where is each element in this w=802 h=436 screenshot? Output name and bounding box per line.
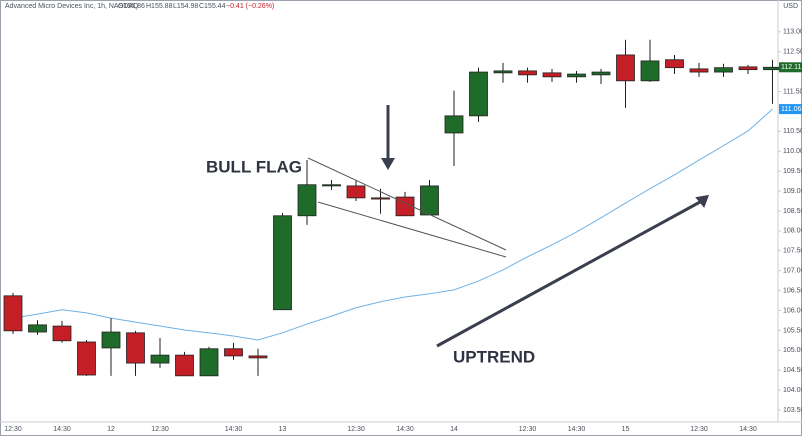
flag-line (317, 201, 507, 258)
annotation: BULL FLAG (206, 157, 302, 176)
arrow-head (381, 158, 395, 170)
candle-body (77, 341, 96, 376)
candle-body (346, 185, 366, 199)
x-tick-label: 12:30 (690, 426, 708, 433)
candle-body (126, 332, 145, 364)
x-tick-label: 12:30 (519, 426, 537, 433)
x-tick-label: 12:30 (4, 426, 22, 433)
y-tick-label: 108.00 (783, 228, 802, 235)
candle-body (371, 197, 390, 200)
candle-body (395, 196, 415, 217)
candle-body (101, 331, 121, 349)
y-tick-label: 105.00 (783, 347, 802, 354)
x-tick-label: 14:30 (53, 426, 71, 433)
candle-body (518, 70, 537, 76)
ohlc-close: C155.44 (199, 3, 226, 10)
candle-body (444, 115, 464, 134)
candle-body (224, 348, 243, 357)
x-tick-label: 12 (107, 426, 115, 433)
x-tick-label: 14:30 (396, 426, 414, 433)
candle-body (738, 66, 758, 71)
x-tick-label: 14:30 (225, 426, 243, 433)
arrow (436, 200, 701, 348)
candle-body (542, 72, 562, 78)
x-tick-label: 12:30 (347, 426, 365, 433)
y-tick-label: 108.50 (783, 208, 802, 215)
price-tag (779, 62, 802, 73)
candle-body (199, 348, 219, 377)
price-tag (779, 104, 802, 115)
candle-body (322, 184, 341, 187)
candle-body (469, 71, 488, 117)
candle-body (640, 60, 660, 82)
y-tick-label: 110.50 (783, 128, 802, 135)
candle-body (689, 68, 709, 73)
candle-body (28, 324, 47, 333)
candle-body (493, 70, 513, 74)
candle-body (297, 184, 317, 217)
moving-average (12, 108, 773, 341)
candle-body (420, 185, 439, 216)
candle-body (150, 354, 170, 364)
candle-body (52, 325, 72, 342)
y-tick-label: 104.00 (783, 387, 802, 394)
flag-line (307, 157, 507, 251)
x-tick-label: 14:30 (568, 426, 586, 433)
y-tick-label: 109.00 (783, 188, 802, 195)
ohlc-open: O155.86 (118, 3, 145, 10)
y-tick-label: 107.50 (783, 248, 802, 255)
y-tick-label: 103.50 (783, 407, 802, 414)
y-tick-label: 111.50 (783, 88, 802, 95)
ohlc-low: L154.98 (173, 3, 198, 10)
candle-body (665, 59, 684, 69)
candle-body (616, 54, 635, 82)
y-tick-label: 110.00 (783, 148, 802, 155)
y-tick-label: 105.50 (783, 327, 802, 334)
candle-body (273, 215, 292, 311)
y-tick-label: 113.00 (783, 29, 802, 36)
x-tick-label: 12:30 (151, 426, 169, 433)
candle-body (248, 355, 268, 359)
y-tick-label: 112.50 (783, 49, 802, 56)
x-tick-label: 14:30 (739, 426, 757, 433)
ohlc-high: H155.88 (146, 3, 173, 10)
candle-body (714, 67, 733, 73)
y-tick-label: 104.50 (783, 367, 802, 374)
currency: USD (783, 3, 798, 10)
arrow-head (695, 194, 710, 208)
x-tick-label: 14 (450, 426, 458, 433)
candle-body (3, 295, 23, 332)
x-tick-label: 15 (622, 426, 630, 433)
y-tick-label: 106.50 (783, 287, 802, 294)
x-tick-label: 13 (279, 426, 287, 433)
candle-body (763, 66, 782, 71)
symbol: Advanced Micro Devices Inc, 1h, NASDAQ (5, 3, 139, 10)
annotation: UPTREND (453, 347, 535, 366)
candle-body (567, 73, 586, 78)
change: −0.41 (−0.26%) (226, 3, 274, 10)
price-tag-label: 111.06 (781, 106, 801, 113)
candle-body (175, 354, 194, 377)
y-tick-label: 107.00 (783, 268, 802, 275)
y-tick-label: 106.00 (783, 307, 802, 314)
price-tag-label: 112.11 (781, 64, 801, 71)
candle-body (591, 71, 611, 76)
y-tick-label: 109.50 (783, 168, 802, 175)
